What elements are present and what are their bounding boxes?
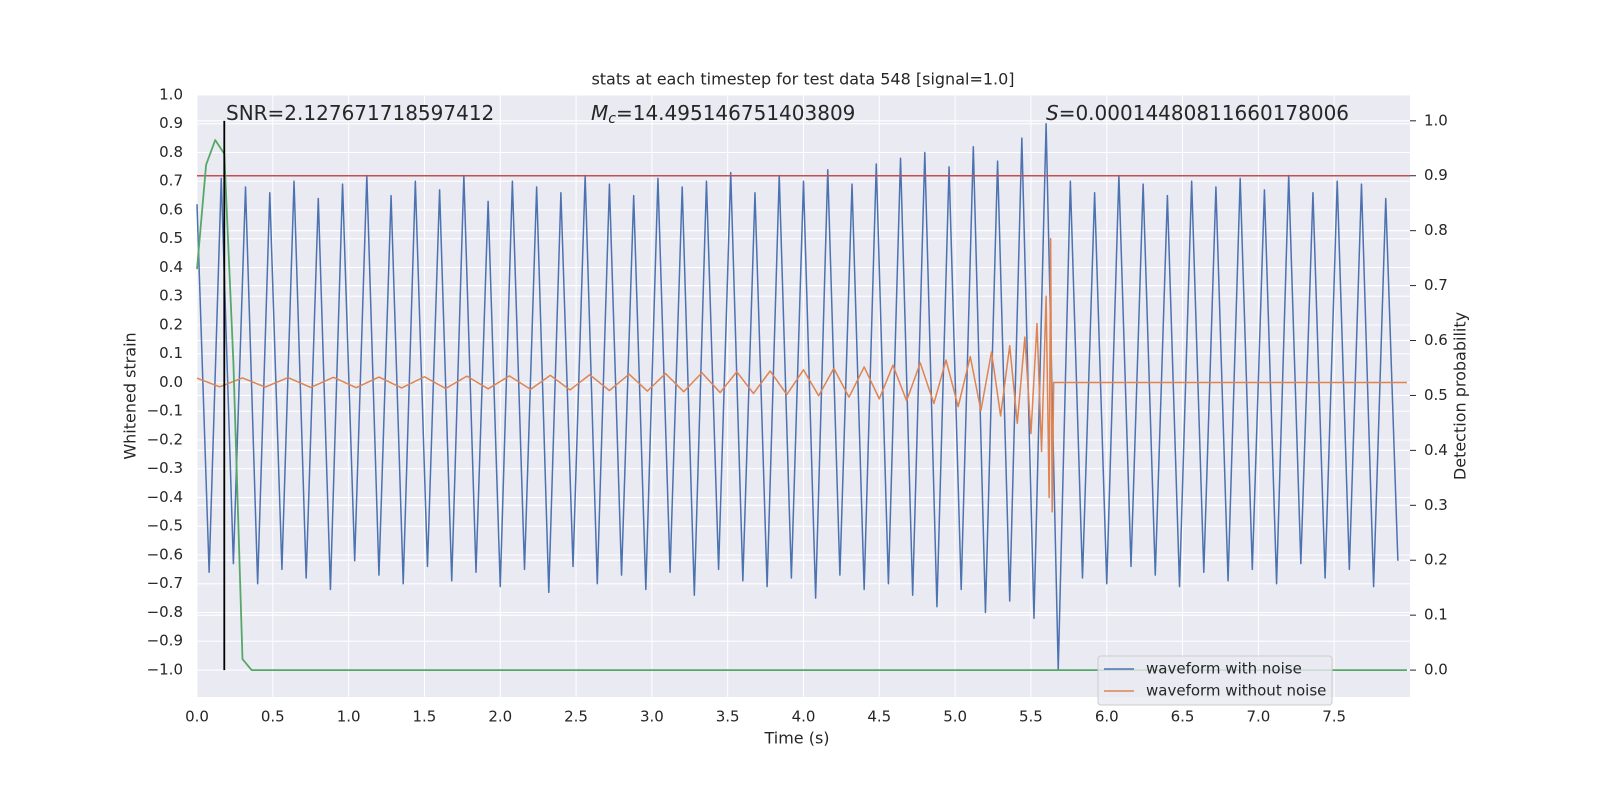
y-tick-label: 0.5: [159, 229, 183, 247]
chart-title: stats at each timestep for test data 548…: [591, 70, 1014, 89]
y-tick-label: −0.5: [147, 517, 183, 535]
y2-tick-label: 0.5: [1424, 386, 1448, 404]
y2-tick-label: 0.3: [1424, 496, 1448, 514]
y-tick-label: −0.9: [147, 632, 183, 650]
x-tick-label: 7.5: [1322, 708, 1346, 726]
y-tick-label: 0.3: [159, 287, 183, 305]
series-line: [196, 237, 1407, 513]
legend-label: waveform without noise: [1146, 682, 1326, 700]
annotation-symbol: M: [591, 101, 608, 125]
annotation-text: =0.00014480811660178006: [1059, 101, 1349, 125]
y-tick-label: −0.8: [147, 603, 183, 621]
y-tick-label: −0.1: [147, 402, 183, 420]
x-tick-label: 2.0: [488, 708, 512, 726]
x-tick-label: 3.5: [716, 708, 740, 726]
y-tick-label: −1.0: [147, 660, 183, 678]
annotation-symbol: S: [1046, 101, 1059, 125]
y-axis-label: Whitened strain: [121, 332, 140, 459]
y-tick-label: 0.4: [159, 258, 183, 276]
x-tick-label: 0.5: [261, 708, 285, 726]
x-tick-label: 7.0: [1246, 708, 1270, 726]
y-tick-label: −0.2: [147, 430, 183, 448]
y2-tick-label: 0.8: [1424, 221, 1448, 239]
x-tick-label: 1.0: [337, 708, 361, 726]
probability-line: [196, 139, 1407, 671]
y2-tick-label: 0.6: [1424, 331, 1448, 349]
y2-tick-label: 0.9: [1424, 166, 1448, 184]
y2-tick-label: 1.0: [1424, 111, 1448, 129]
x-tick-label: 5.0: [943, 708, 967, 726]
x-tick-label: 1.5: [413, 708, 437, 726]
x-axis-label: Time (s): [763, 729, 829, 748]
annotation: SNR=2.127671718597412: [226, 101, 494, 125]
y-tick-label: 0.6: [159, 200, 183, 218]
annotation: S=0.00014480811660178006: [1046, 101, 1349, 125]
y-tick-label: −0.3: [147, 459, 183, 477]
x-tick-label: 3.0: [640, 708, 664, 726]
y-tick-label: 0.0: [159, 373, 183, 391]
y-tick-label: −0.7: [147, 574, 183, 592]
y-tick-label: 0.8: [159, 143, 183, 161]
x-tick-label: 4.5: [867, 708, 891, 726]
x-tick-label: 6.0: [1095, 708, 1119, 726]
y2-tick-label: 0.2: [1424, 551, 1448, 569]
annotation: Mc=14.495146751403809: [591, 101, 855, 128]
annotation-subscript: c: [608, 111, 616, 127]
y-tick-label: 1.0: [159, 86, 183, 104]
y2-tick-label: 0.1: [1424, 606, 1448, 624]
x-tick-label: 0.0: [185, 708, 209, 726]
x-tick-label: 6.5: [1171, 708, 1195, 726]
annotation-text: SNR=2.127671718597412: [226, 101, 494, 125]
annotation-text: =14.495146751403809: [616, 101, 855, 125]
y2-tick-label: 0.7: [1424, 276, 1448, 294]
legend-box: [1097, 655, 1333, 706]
legend-label: waveform with noise: [1146, 660, 1302, 678]
y2-axis-label: Detection probability: [1451, 312, 1470, 480]
y2-tick-label: 0.4: [1424, 441, 1448, 459]
x-tick-label: 2.5: [564, 708, 588, 726]
y-tick-label: 0.7: [159, 172, 183, 190]
y-tick-label: 0.1: [159, 344, 183, 362]
y-tick-label: 0.2: [159, 315, 183, 333]
x-tick-label: 5.5: [1019, 708, 1043, 726]
y-tick-label: −0.4: [147, 488, 183, 506]
x-tick-label: 4.0: [792, 708, 816, 726]
y-tick-label: 0.9: [159, 114, 183, 132]
y2-tick-label: 0.0: [1424, 661, 1448, 679]
y-tick-label: −0.6: [147, 545, 183, 563]
